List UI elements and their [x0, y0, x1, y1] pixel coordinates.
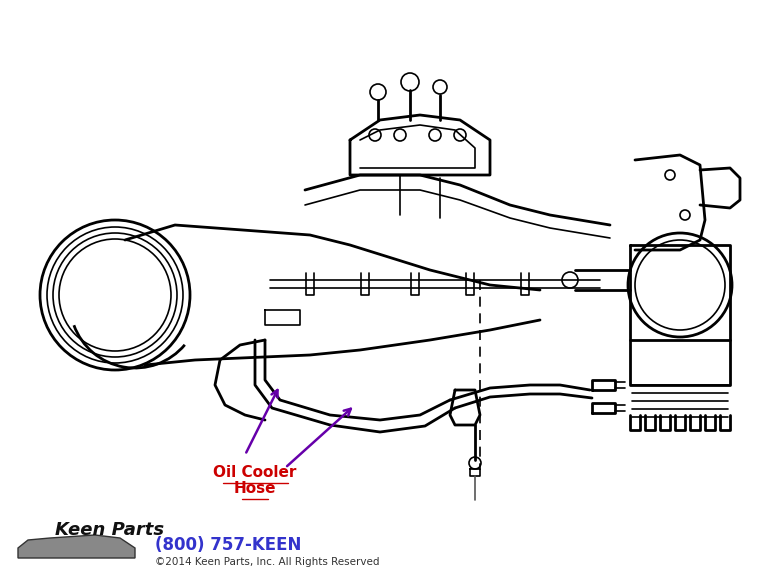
Text: ©2014 Keen Parts, Inc. All Rights Reserved: ©2014 Keen Parts, Inc. All Rights Reserv…	[155, 557, 380, 567]
Text: Oil Cooler: Oil Cooler	[213, 465, 296, 480]
Text: (800) 757-KEEN: (800) 757-KEEN	[155, 536, 301, 554]
Text: Keen Parts: Keen Parts	[55, 521, 164, 539]
Polygon shape	[18, 535, 135, 558]
Text: Hose: Hose	[234, 481, 276, 496]
